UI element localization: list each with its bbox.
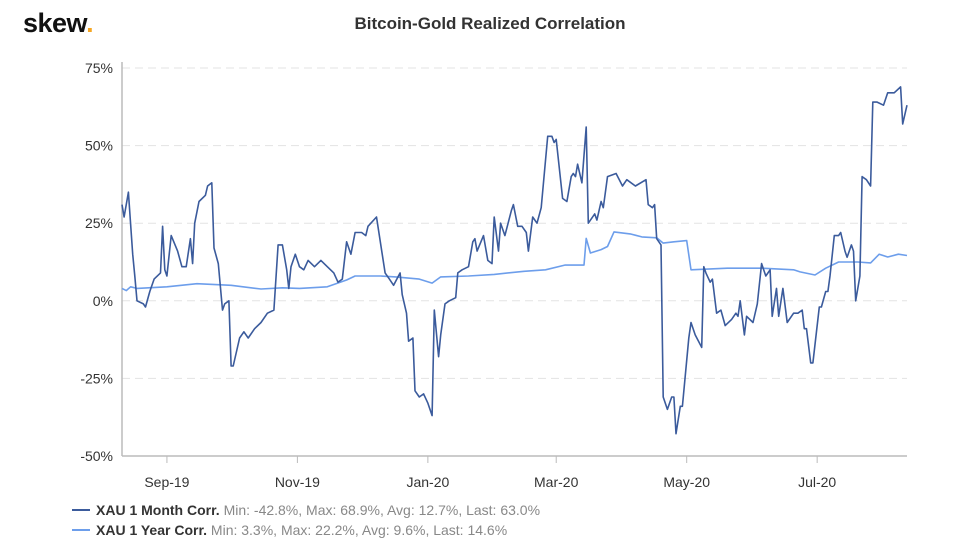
series-1-month [121,86,908,435]
legend-item-1-month[interactable]: XAU 1 Month Corr. Min: -42.8%, Max: 68.9… [72,502,540,518]
skew-logo: skew. [23,8,94,39]
legend-item-1-year[interactable]: XAU 1 Year Corr. Min: 3.3%, Max: 22.2%, … [72,522,507,538]
y-tick-label: 50% [85,138,113,154]
grid-lines [122,67,907,379]
x-tick-label: Nov-19 [275,474,320,490]
series-1-year [121,231,908,292]
x-tick-label: Jan-20 [406,474,449,490]
chart-title: Bitcoin-Gold Realized Correlation [354,14,626,33]
legend-series-stats: Min: -42.8%, Max: 68.9%, Avg: 12.7%, Las… [223,502,541,518]
x-tick-label: May-20 [663,474,710,490]
y-tick-label: 25% [85,215,113,231]
x-tick-label: Mar-20 [534,474,579,490]
logo-text: skew [23,8,87,38]
legend-series-stats: Min: 3.3%, Max: 22.2%, Avg: 9.6%, Last: … [210,522,508,538]
series-lines [121,86,908,435]
y-tick-label: -50% [80,448,113,464]
y-tick-label: -25% [80,370,113,386]
legend-series-name: XAU 1 Month Corr. [96,502,220,518]
x-tick-label: Jul-20 [798,474,836,490]
x-axis: Sep-19 Nov-19 Jan-20 Mar-20 May-20 Jul-20 [121,62,907,490]
series-line [121,86,908,435]
y-tick-label: 75% [85,60,113,76]
y-tick-label: 0% [93,293,113,309]
x-tick-label: Sep-19 [144,474,189,490]
legend-swatch [72,509,90,512]
legend-series-name: XAU 1 Year Corr. [96,522,208,538]
series-line [121,231,908,292]
y-axis: 75% 50% 25% 0% -25% -50% [80,60,113,464]
logo-dot: . [86,8,94,38]
legend-swatch [72,529,90,532]
